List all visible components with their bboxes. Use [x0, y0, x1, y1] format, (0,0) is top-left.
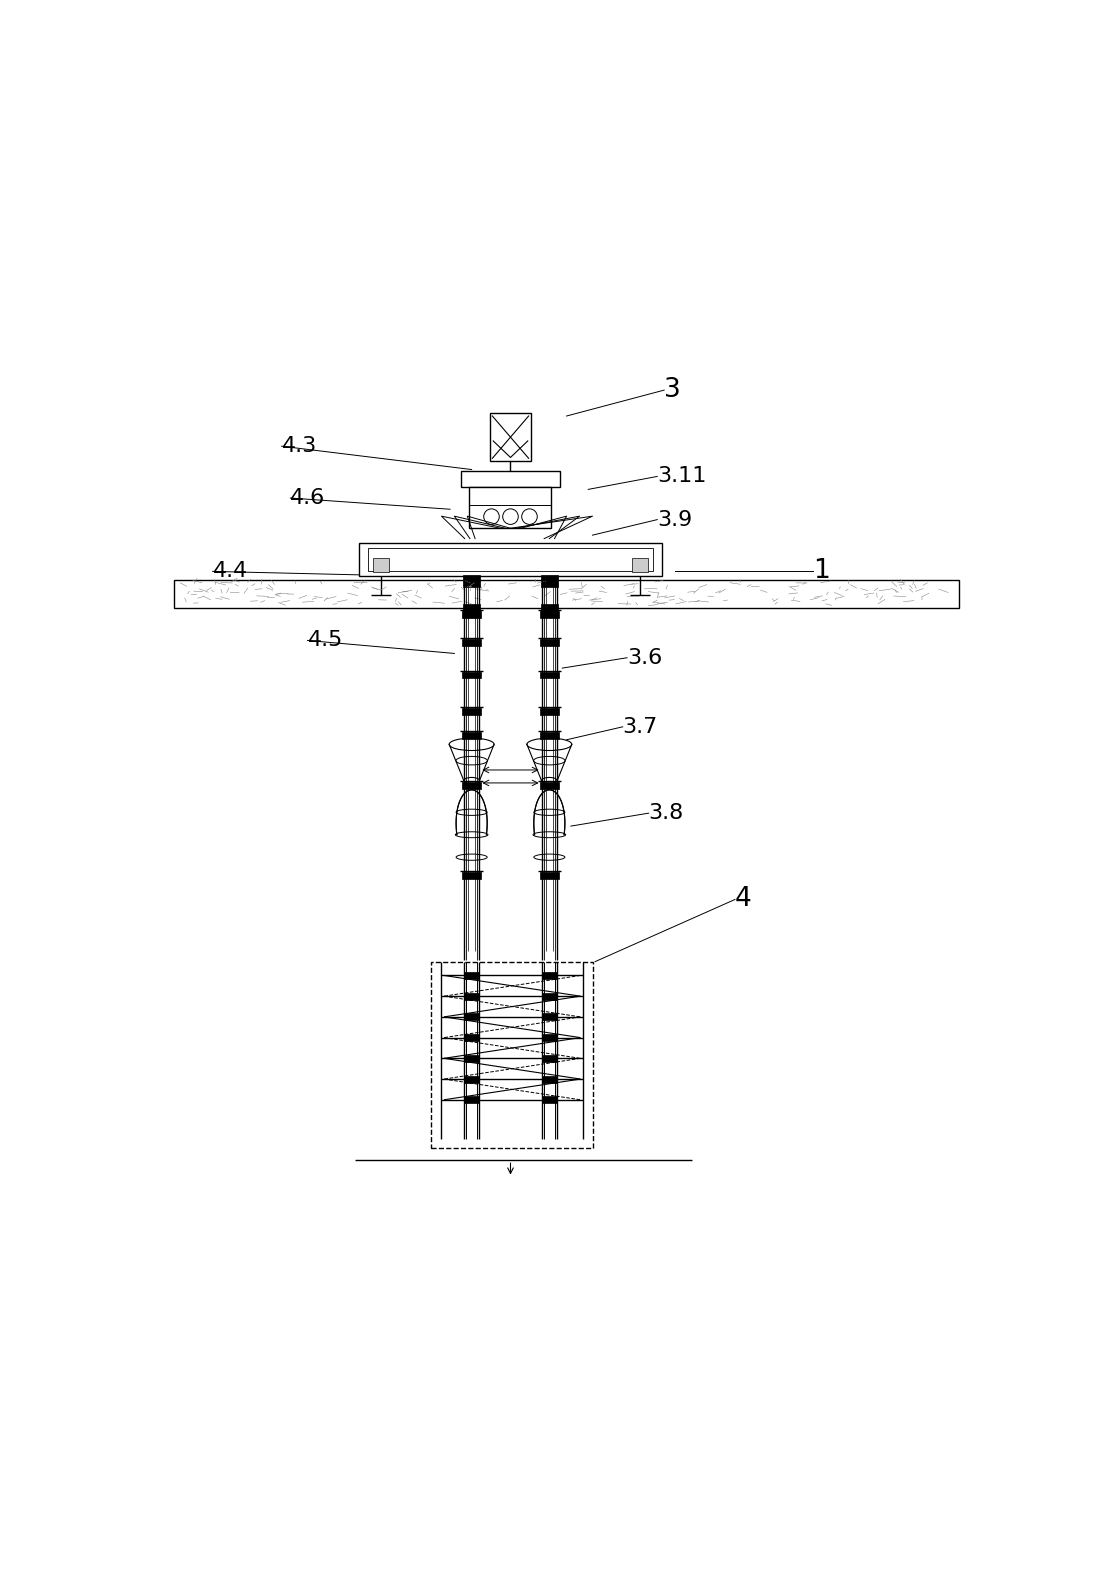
Bar [490, 413, 531, 460]
Text: 4.4: 4.4 [213, 561, 248, 582]
Bar [540, 671, 559, 678]
Bar [463, 993, 479, 999]
Bar [368, 548, 653, 571]
Bar [540, 782, 559, 790]
Bar [540, 708, 559, 716]
Bar [541, 1013, 557, 1020]
Circle shape [521, 509, 537, 525]
Bar [540, 575, 558, 586]
Bar [463, 1075, 479, 1083]
Text: 3.6: 3.6 [627, 648, 663, 668]
Bar [463, 1013, 479, 1020]
Bar [462, 611, 481, 618]
Bar [463, 1097, 479, 1103]
Bar [461, 471, 560, 487]
Bar [462, 782, 481, 790]
Circle shape [483, 509, 499, 525]
Text: 3.9: 3.9 [657, 509, 693, 530]
Bar [633, 558, 647, 572]
Text: 4: 4 [735, 886, 752, 913]
Bar [463, 575, 480, 586]
Bar [541, 1075, 557, 1083]
Bar [431, 961, 594, 1149]
Bar [462, 731, 481, 739]
Bar [541, 1097, 557, 1103]
Bar [463, 1034, 479, 1042]
Text: 1: 1 [813, 558, 830, 585]
Bar [462, 671, 481, 678]
Bar [174, 580, 959, 608]
Bar [540, 638, 559, 646]
Bar [462, 708, 481, 716]
Bar [541, 1034, 557, 1042]
Bar [540, 611, 559, 618]
Text: 3: 3 [664, 377, 681, 403]
Bar [540, 731, 559, 739]
Text: 4.5: 4.5 [307, 630, 343, 651]
Text: 3.11: 3.11 [657, 466, 706, 487]
Bar [463, 604, 480, 613]
Bar [462, 872, 481, 879]
Text: 3.7: 3.7 [623, 717, 658, 738]
Bar [540, 872, 559, 879]
Bar [541, 1054, 557, 1062]
Bar [541, 993, 557, 999]
Text: 4.3: 4.3 [282, 437, 317, 455]
Bar [463, 1054, 479, 1062]
Bar [373, 558, 389, 572]
Circle shape [502, 509, 518, 525]
Bar [462, 638, 481, 646]
Bar [469, 487, 551, 528]
Bar [463, 972, 479, 979]
Text: 4.6: 4.6 [291, 489, 325, 507]
Bar [360, 542, 662, 575]
Bar [541, 972, 557, 979]
Bar [540, 604, 558, 613]
Text: 3.8: 3.8 [648, 804, 684, 823]
